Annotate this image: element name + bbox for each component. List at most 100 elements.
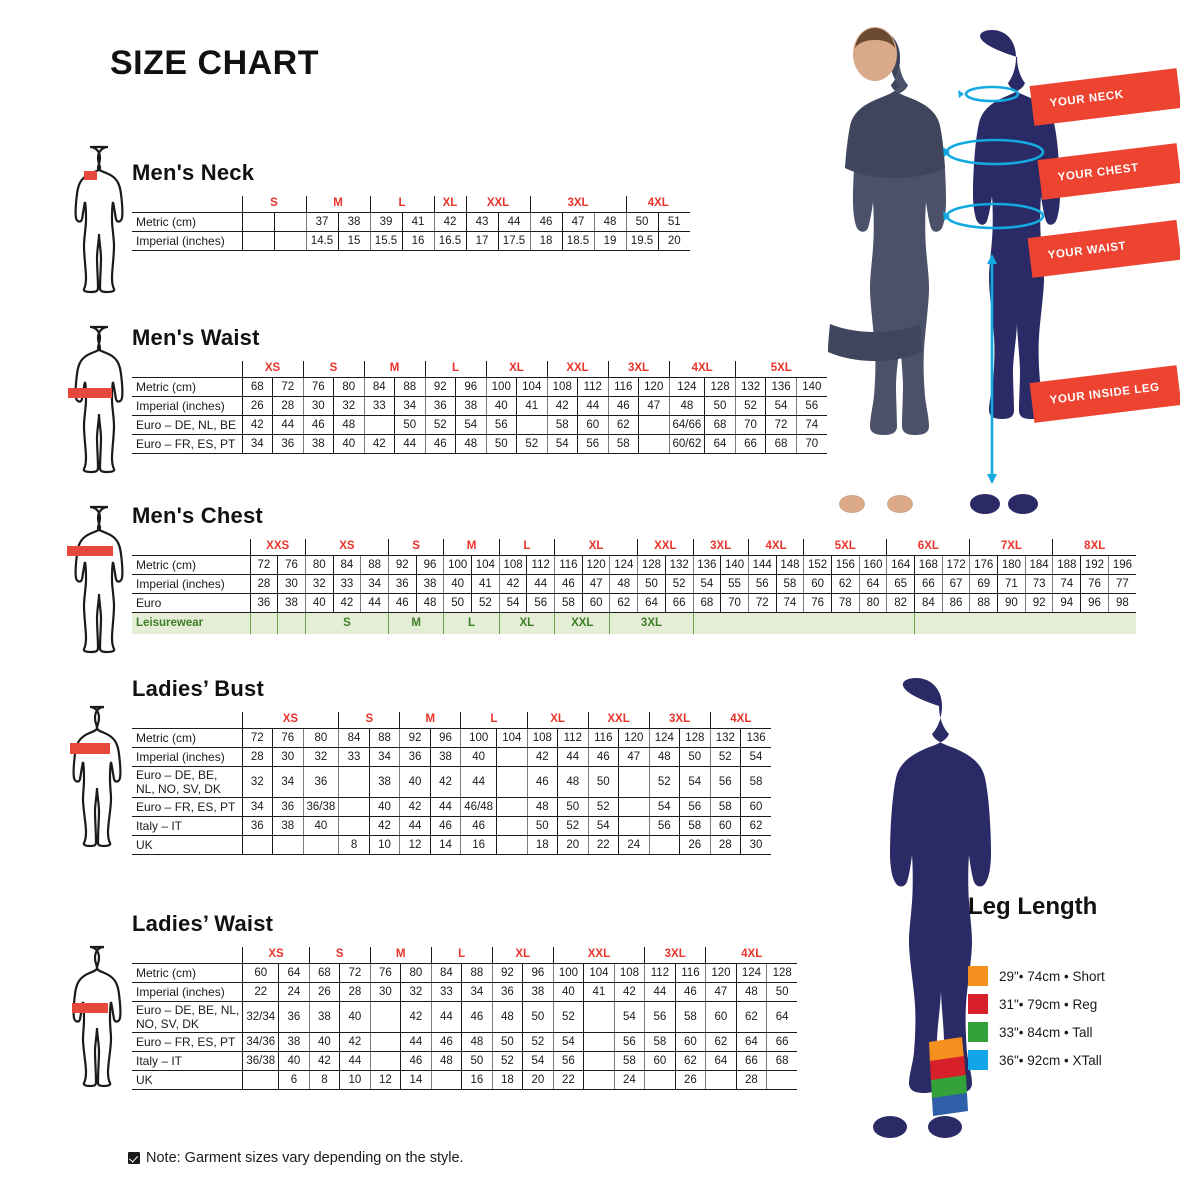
table-cell: 52: [709, 747, 741, 767]
table-cell: [369, 1051, 401, 1071]
table-row: Imperial (inches) 22 24 26 28 30 32 33 34 36 38 40 4…: [132, 982, 798, 1002]
size-table-mens-waist: XS S M L XL XXL 3XL 4XL 5XL Metric (cm) 68 72 76 80 84…: [132, 361, 827, 454]
table-cell: 78: [830, 593, 860, 613]
table-cell: 132: [664, 555, 693, 575]
row-label: Metric (cm): [132, 963, 243, 983]
table-cell: 30: [369, 982, 401, 1002]
table-cell: 64: [637, 593, 666, 613]
table-cell: [705, 1070, 737, 1090]
table-cell: 47: [705, 982, 737, 1002]
size-header-XXL: XXL: [587, 712, 650, 729]
table-cell: 44: [429, 797, 461, 817]
table-cell: [338, 766, 370, 798]
table-cell: 62: [705, 1032, 737, 1052]
table-row: Metric (cm) 72 76 80 84 88 92 96 100 104 108 112 116…: [132, 555, 1136, 575]
table-cell: 39: [369, 212, 402, 232]
table-cell: [638, 415, 669, 435]
size-header-S: S: [241, 196, 306, 213]
table-cell: 60: [644, 1051, 676, 1071]
table-cell: 14.5: [305, 231, 338, 251]
table-cell: 76: [1080, 574, 1109, 594]
table-cell: 33: [363, 396, 395, 416]
table-cell: 38: [308, 1001, 340, 1033]
table-cell: 54: [648, 797, 680, 817]
table-cell: 52: [424, 415, 456, 435]
table-cell: 62: [607, 415, 639, 435]
table-cell: 38: [337, 212, 370, 232]
table-cell: 54: [455, 415, 486, 435]
callout-your-inside-leg-label: YOUR INSIDE LEG: [1049, 381, 1161, 407]
row-label: Metric (cm): [132, 555, 250, 575]
table-cell: 58: [674, 1001, 706, 1033]
table-cell: 20: [657, 231, 690, 251]
table-cell: 18: [529, 231, 562, 251]
table-cell: 192: [1080, 555, 1109, 575]
leisurewear-cell-S: S: [304, 612, 389, 634]
leisurewear-cell-blank: [914, 612, 1136, 634]
table-cell: 48: [648, 747, 680, 767]
table-cell: [241, 212, 274, 232]
table-row: Imperial (inches) 26 28 30 32 33 34 36 38 40 41 42 4…: [132, 396, 827, 416]
table-cell: 136: [765, 377, 797, 397]
table-cell: 64: [766, 1001, 798, 1033]
table-cell: 50: [443, 593, 472, 613]
table-cell: 28: [709, 835, 741, 855]
table-cell: 66: [914, 574, 943, 594]
table-cell: 55: [720, 574, 749, 594]
size-header-XL: XL: [491, 947, 554, 964]
callout-your-chest-label: YOUR CHEST: [1057, 161, 1140, 184]
table-cell: 34: [461, 982, 493, 1002]
table-cell: 32: [302, 747, 339, 767]
table-cell: 46: [587, 747, 619, 767]
table-cell: 30: [272, 747, 303, 767]
table-cell: 36: [272, 797, 303, 817]
leg-length-illustration: [873, 678, 991, 1138]
table-cell: 14: [400, 1070, 432, 1090]
leg-length-swatch: [968, 1022, 988, 1042]
table-row: UK 6 8 10 12 14 16 18 20 22 24 26 28: [132, 1070, 798, 1090]
table-cell: 124: [648, 728, 680, 748]
table-cell: 52: [471, 593, 500, 613]
table-cell: 116: [674, 963, 706, 983]
table-cell: [496, 766, 528, 798]
table-row: UK 8 10 12 14 16 18 20 22 24 26 28 30: [132, 835, 772, 855]
table-cell: 50: [461, 1051, 493, 1071]
table-cell: [638, 434, 669, 454]
table-cell: 60: [709, 816, 741, 836]
size-header-4XL: 4XL: [747, 539, 804, 556]
table-cell: 52: [734, 396, 766, 416]
table-cell: 64: [705, 1051, 737, 1071]
table-cell: 44: [497, 212, 530, 232]
size-table-ladies-bust: XS S M L XL XXL 3XL 4XL Metric (cm) 72 76 80 84 88 92 9…: [132, 712, 772, 855]
table-cell: 54: [765, 396, 797, 416]
table-cell: 38: [368, 766, 400, 798]
table-cell: 92: [491, 963, 523, 983]
table-cell: 56: [552, 1051, 584, 1071]
heading-mens-neck: Men's Neck: [132, 160, 255, 185]
table-cell: 34: [360, 574, 389, 594]
table-cell: 62: [609, 593, 638, 613]
table-cell: 77: [1107, 574, 1136, 594]
table-row: Euro – DE, BE, NL, NO, SV, DK 32 34 36 38 40 42…: [132, 766, 772, 798]
table-cell: [430, 1070, 462, 1090]
leg-length-title: Leg Length: [968, 893, 1098, 920]
table-cell: 44: [577, 396, 608, 416]
table-cell: 68: [766, 1051, 798, 1071]
table-cell: 48: [593, 212, 626, 232]
table-cell: 72: [765, 415, 797, 435]
table-cell: 128: [679, 728, 711, 748]
table-cell: 90: [997, 593, 1026, 613]
table-cell: 188: [1052, 555, 1081, 575]
table-cell: [644, 1070, 676, 1090]
table-cell: 48: [461, 1032, 493, 1052]
row-label: Metric (cm): [132, 377, 242, 397]
table-cell: 36: [302, 766, 339, 798]
table-cell: 54: [522, 1051, 554, 1071]
table-cell: 60: [242, 963, 279, 983]
table-cell: 34/36: [242, 1032, 279, 1052]
table-cell: 44: [460, 766, 497, 798]
table-cell: 86: [941, 593, 970, 613]
leg-length-swatch: [968, 1050, 988, 1070]
leg-length-label: 29"• 74cm • Short: [999, 968, 1105, 984]
table-cell: 71: [997, 574, 1026, 594]
